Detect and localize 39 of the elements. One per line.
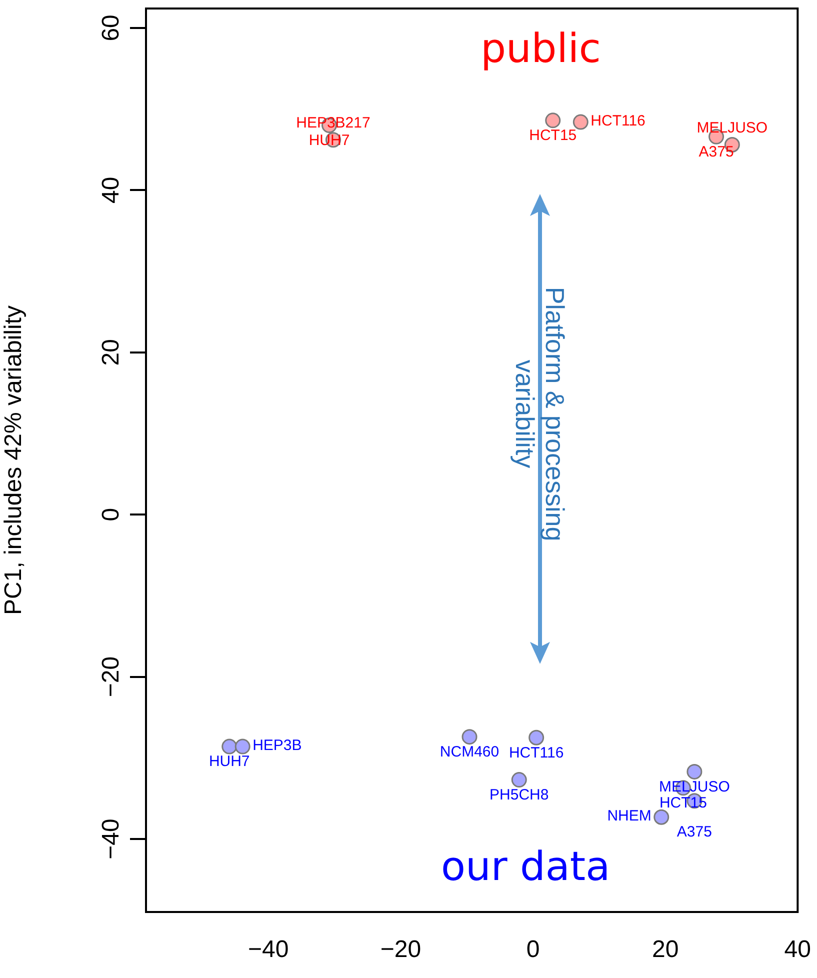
y-tick-label: −40 <box>98 818 125 860</box>
point <box>511 772 527 788</box>
x-tick-label: 40 <box>784 936 812 964</box>
annotation: HEP3B <box>252 737 302 754</box>
annotation: A375 <box>698 143 734 160</box>
annotation: HEP3B217 <box>296 114 370 132</box>
y-tick-label: 0 <box>98 508 125 522</box>
x-tick-label: 20 <box>652 936 679 964</box>
annotation: NHEM <box>607 808 652 825</box>
y-tick-label: 40 <box>98 176 125 204</box>
annotation: HCT15 <box>659 794 707 812</box>
point <box>528 730 544 746</box>
annotation: A375 <box>676 824 712 841</box>
point <box>572 114 588 130</box>
y-tick-label: −20 <box>98 656 125 698</box>
point <box>234 738 250 754</box>
x-tick-label: −40 <box>248 936 289 964</box>
annotation: HUH7 <box>308 132 350 149</box>
series-label: public <box>480 26 601 72</box>
point <box>222 738 238 754</box>
annotation: PH5CH8 <box>490 786 549 804</box>
x-tick-label: 0 <box>526 936 540 964</box>
point <box>686 764 702 780</box>
annotation: Platform & processing variability <box>510 286 570 541</box>
series-label: our data <box>441 844 610 890</box>
y-tick-label: 20 <box>98 339 125 366</box>
y-axis-title: PC1, includes 42% variability <box>0 306 28 615</box>
annotation: HCT15 <box>529 127 577 144</box>
annotation: HCT116 <box>590 112 646 130</box>
x-tick-label: −20 <box>380 936 422 964</box>
point <box>462 729 478 745</box>
point <box>654 809 670 825</box>
y-tick-label: 60 <box>98 14 125 42</box>
annotation: HUH7 <box>208 753 250 770</box>
annotation: HCT116 <box>508 744 564 762</box>
point <box>545 112 561 128</box>
annotation: MELJUSO <box>696 119 768 136</box>
annotation: NCM460 <box>440 743 500 760</box>
annotation: MELJUSO <box>659 778 730 796</box>
